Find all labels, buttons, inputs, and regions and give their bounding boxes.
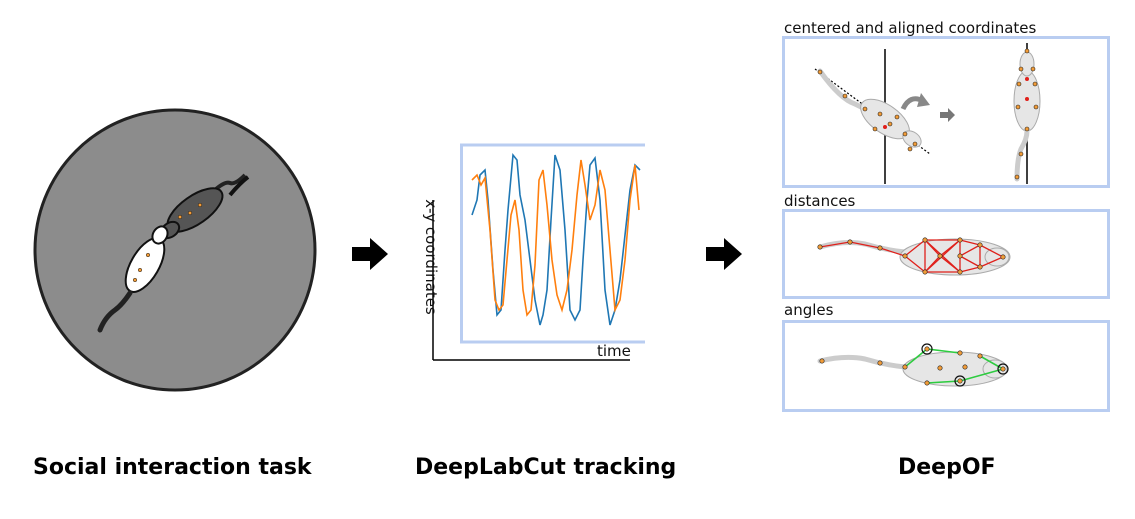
y-axis-label: x-y coordinates <box>421 199 440 315</box>
panel-aligned <box>782 36 1110 188</box>
panel-angles <box>782 320 1110 412</box>
x-axis-label: time <box>597 342 631 360</box>
panel-label-aligned: centered and aligned coordinates <box>784 19 1037 37</box>
right-arrow-icon <box>940 108 955 122</box>
caption-tracking: DeepLabCut tracking <box>415 455 677 480</box>
series-orange <box>471 159 640 317</box>
arena-circle <box>33 108 317 392</box>
caption-social: Social interaction task <box>33 455 312 480</box>
tracking-plot-svg <box>432 143 665 361</box>
tracking-plot: x-y coordinates time <box>421 140 665 365</box>
series-blue <box>471 152 641 326</box>
right-arrow-icon <box>706 238 742 270</box>
right-arrow-icon <box>352 238 388 270</box>
panel-label-angles: angles <box>784 301 834 319</box>
panel-label-distances: distances <box>784 192 856 210</box>
arena-illustration <box>33 108 317 392</box>
panel-distances <box>782 209 1110 299</box>
caption-deepof: DeepOF <box>898 455 996 480</box>
